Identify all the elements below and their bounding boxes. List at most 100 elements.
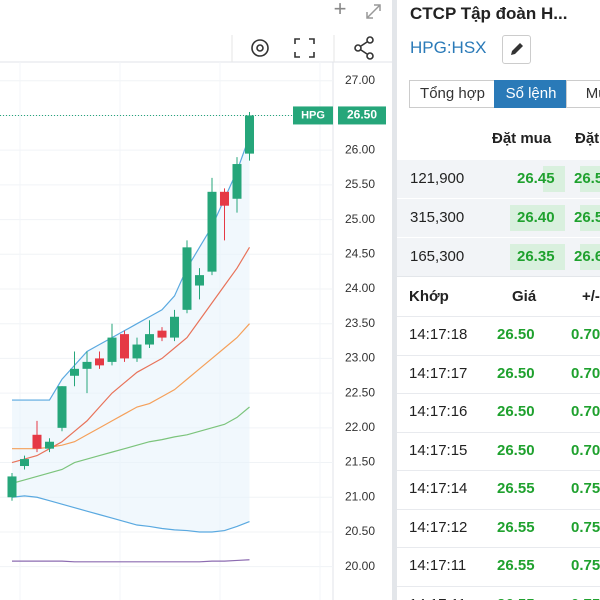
bid-volume: 315,300	[410, 209, 465, 226]
settings-icon[interactable]	[251, 39, 269, 57]
y-tick-label: 22.50	[345, 385, 375, 399]
trade-time: 14:17:17	[409, 364, 468, 382]
row-bg	[397, 160, 600, 199]
candle-body	[45, 441, 54, 449]
fullscreen-icon[interactable]	[294, 38, 315, 58]
ask-price: 26.60	[574, 248, 600, 265]
row-divider	[397, 431, 600, 433]
trade-price: 26.55	[497, 557, 535, 574]
divider	[397, 276, 600, 277]
row-divider	[397, 508, 600, 510]
trade-change: 0.75	[571, 518, 600, 536]
band-fill	[12, 136, 250, 532]
trade-price: 26.50	[497, 326, 535, 343]
trade-time: 14:17:18	[409, 326, 468, 343]
trade-time: 14:17:16	[409, 403, 468, 420]
expand-icon[interactable]	[366, 4, 381, 19]
candle-body	[170, 316, 179, 338]
row-divider	[397, 547, 600, 548]
column-header: Giá	[512, 288, 537, 305]
y-tick-label: 22.00	[345, 420, 375, 434]
bid-depth	[510, 205, 565, 231]
tab[interactable]: Tổng hợp	[409, 80, 496, 108]
trade-change: 0.70	[571, 364, 600, 382]
candle-body	[195, 275, 204, 286]
candle-body	[182, 247, 192, 310]
candle-body	[7, 476, 17, 498]
bid-price: 26.35	[517, 248, 555, 265]
y-tick-label: 20.00	[345, 559, 375, 573]
edit-icon	[511, 43, 523, 55]
candle-body	[57, 386, 67, 428]
trade-change: 0.75	[571, 557, 600, 574]
price-tag-box	[293, 106, 333, 125]
column-header: Đặt	[575, 130, 600, 147]
candle-body	[120, 334, 129, 359]
row-divider	[397, 316, 600, 317]
trade-time: 14:17:12	[409, 518, 468, 536]
plot	[0, 62, 333, 600]
trade-price: 26.55	[497, 596, 535, 600]
trade-time: 14:17:11	[409, 557, 467, 574]
pane-separator	[392, 0, 397, 600]
column-header: +/-	[582, 288, 600, 305]
tab[interactable]: Sổ lệnh	[494, 80, 568, 108]
indicator-line	[11, 406, 250, 484]
last-price-box	[338, 106, 386, 125]
candle-body	[220, 191, 229, 206]
candle-body	[207, 191, 217, 272]
candle-body	[82, 361, 92, 369]
add-button[interactable]: +	[334, 0, 347, 21]
trade-change: 0.75	[571, 480, 600, 497]
trade-change: 0.70	[571, 441, 600, 459]
trade-change: 0.70	[571, 326, 600, 343]
row-divider	[397, 470, 600, 471]
trade-time: 14:17:11	[409, 596, 466, 600]
price-tag: HPG	[301, 109, 325, 121]
column-header: Đặt mua	[492, 130, 552, 147]
bid-price: 26.45	[517, 170, 555, 187]
indicator-line	[11, 495, 250, 533]
trade-price: 26.50	[497, 441, 535, 459]
candle-body	[245, 115, 254, 154]
y-tick-label: 25.50	[345, 177, 375, 191]
edit-button[interactable]	[502, 35, 531, 64]
y-tick-label: 23.50	[345, 316, 375, 330]
share-icon[interactable]	[354, 36, 374, 60]
trade-time: 14:17:15	[409, 441, 468, 459]
stock-code[interactable]: HPG:HSX	[410, 38, 487, 57]
candle-body	[157, 330, 167, 338]
candle-body	[107, 337, 117, 362]
candle-body	[232, 164, 242, 199]
candle-body	[145, 334, 154, 345]
trade-price: 26.55	[497, 518, 535, 536]
row-divider	[397, 354, 600, 356]
column-header: Khớp	[409, 288, 449, 305]
chart: + 27.00 26.50 26.00 25.50 25.00 24.50 24.00 23.…	[0, 0, 392, 600]
y-tick-label: 20.50	[345, 524, 375, 538]
y-tick-label: 26.00	[345, 142, 375, 156]
trade-time: 14:17:14	[409, 480, 468, 497]
trade-price: 26.50	[497, 364, 535, 382]
candle-body	[95, 358, 104, 366]
indicator-line	[12, 559, 250, 563]
candle-body	[20, 459, 29, 467]
y-tick-label: 24.50	[345, 246, 375, 260]
bid-volume: 165,300	[410, 248, 465, 265]
y-tick-label: 24.00	[345, 281, 375, 295]
bid-depth	[580, 166, 600, 192]
bid-price: 26.40	[517, 209, 555, 226]
ask-price: 26.50	[574, 170, 600, 187]
row-divider	[397, 585, 600, 587]
y-tick-label: 27.00	[345, 73, 375, 87]
bid-depth	[580, 205, 600, 231]
last-price-label: 26.50	[347, 108, 377, 122]
trade-price: 26.55	[497, 480, 535, 497]
bid-depth	[580, 244, 600, 270]
bid-volume: 121,900	[410, 170, 465, 187]
stock-name: CTCP Tập đoàn H...	[410, 4, 568, 23]
y-tick-label: 23.00	[345, 351, 375, 365]
trade-change: 0.75	[571, 596, 600, 600]
tab[interactable]: Mứ	[566, 80, 600, 108]
